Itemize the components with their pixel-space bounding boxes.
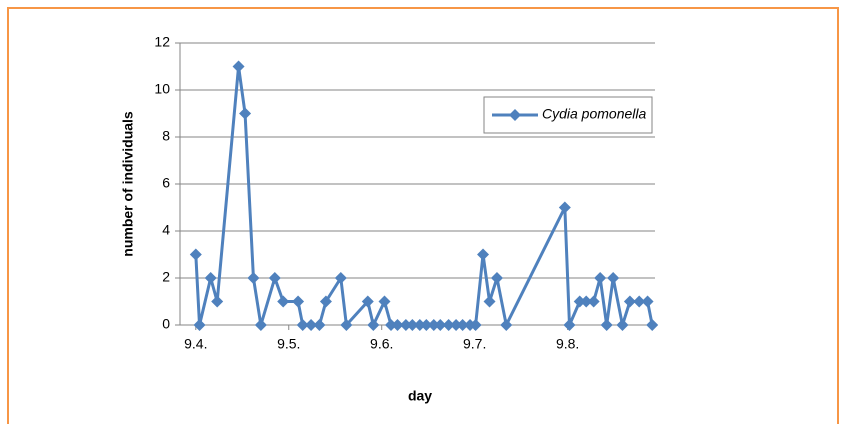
marker: [305, 319, 318, 331]
marker: [490, 272, 503, 284]
frame: [7, 7, 839, 424]
x-tick-label: 9.7.: [463, 336, 486, 352]
y-tick-label: 12: [154, 34, 170, 50]
marker: [247, 272, 260, 284]
marker: [442, 319, 455, 331]
marker: [319, 295, 332, 308]
x-tick-label: 9.8.: [556, 336, 579, 352]
marker: [361, 295, 374, 308]
marker: [563, 319, 576, 331]
y-tick-label: 10: [154, 81, 170, 97]
marker: [313, 319, 326, 331]
marker: [616, 319, 629, 331]
marker: [573, 295, 586, 308]
marker: [587, 295, 600, 308]
marker: [277, 295, 290, 308]
marker: [558, 201, 571, 214]
x-tick-label: 9.6.: [370, 336, 393, 352]
marker: [367, 319, 380, 331]
marker: [232, 60, 245, 73]
marker: [296, 319, 309, 331]
marker: [500, 319, 513, 331]
marker: [254, 319, 267, 331]
marker: [633, 295, 646, 308]
y-tick-label: 6: [162, 175, 170, 191]
marker: [193, 319, 206, 331]
marker: [600, 319, 613, 331]
marker: [340, 319, 353, 331]
marker: [483, 295, 496, 308]
marker: [268, 272, 281, 284]
marker: [434, 319, 447, 331]
y-tick-label: 2: [162, 269, 170, 285]
marker: [334, 272, 347, 284]
marker: [450, 319, 463, 331]
marker: [292, 295, 305, 308]
legend-label: Cydia pomonella: [542, 106, 646, 122]
x-axis-title: day: [408, 388, 432, 404]
marker: [399, 319, 412, 331]
marker: [406, 319, 419, 331]
marker: [385, 319, 398, 331]
x-tick-label: 9.5.: [277, 336, 300, 352]
marker: [427, 319, 440, 331]
marker: [594, 272, 607, 284]
marker: [378, 295, 391, 308]
marker: [211, 295, 224, 308]
y-tick-label: 8: [162, 128, 170, 144]
marker: [456, 319, 469, 331]
y-tick-label: 4: [162, 222, 170, 238]
marker: [239, 107, 252, 120]
marker: [477, 248, 490, 261]
y-axis-title: number of individuals: [120, 111, 136, 257]
marker: [646, 319, 659, 331]
marker: [420, 319, 433, 331]
marker: [623, 295, 636, 308]
x-tick-label: 9.4.: [184, 336, 207, 352]
marker: [391, 319, 404, 331]
marker: [413, 319, 426, 331]
marker: [469, 319, 482, 331]
marker: [204, 272, 217, 284]
y-tick-label: 0: [162, 316, 170, 332]
marker: [580, 295, 593, 308]
marker: [641, 295, 654, 308]
marker: [189, 248, 202, 261]
legend-marker: [509, 109, 521, 121]
marker: [607, 272, 620, 284]
